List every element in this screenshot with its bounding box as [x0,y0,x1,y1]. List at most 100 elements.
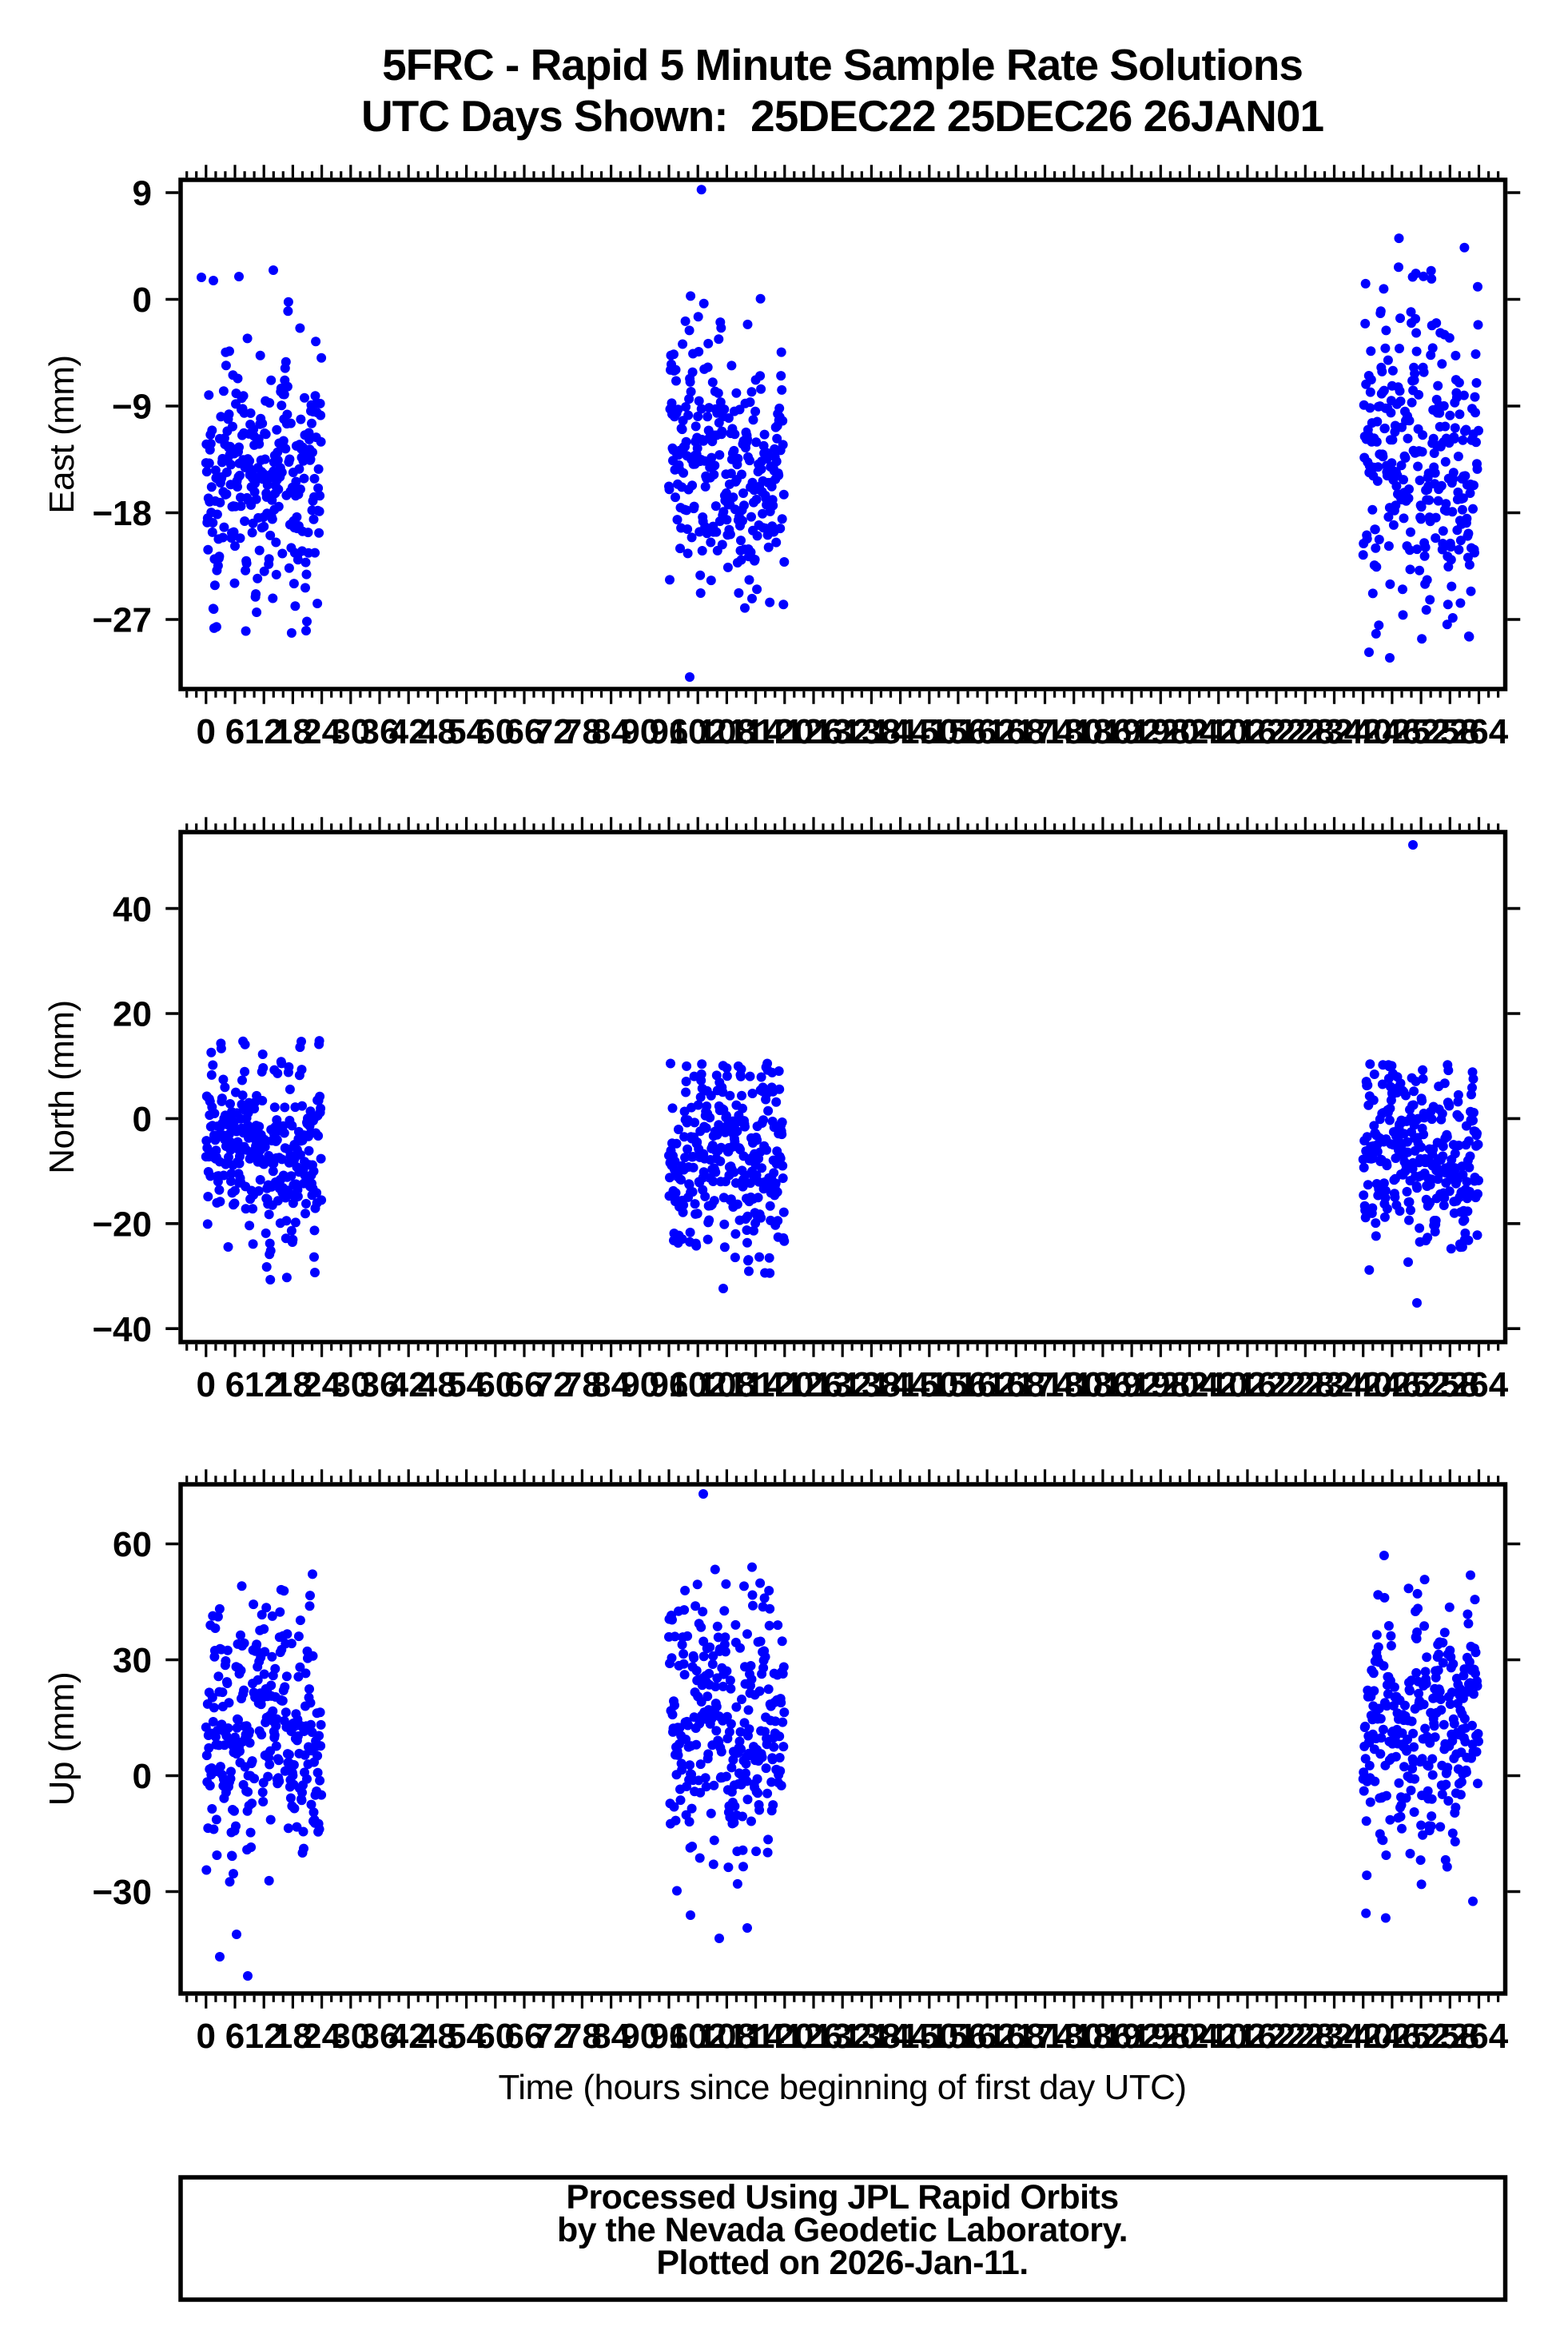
svg-text:−30: −30 [92,1873,152,1912]
svg-text:204: 204 [1160,2017,1220,2056]
svg-text:132: 132 [813,2017,871,2056]
svg-text:6: 6 [225,712,245,751]
svg-text:6: 6 [225,1365,245,1404]
svg-text:228: 228 [1276,1365,1335,1404]
svg-text:108: 108 [698,1365,756,1404]
svg-text:60: 60 [476,2017,515,2056]
svg-text:144: 144 [871,1365,930,1404]
svg-text:9: 9 [133,174,152,213]
svg-text:234: 234 [1305,1365,1364,1404]
svg-text:258: 258 [1421,2017,1479,2056]
svg-text:210: 210 [1189,1365,1248,1404]
svg-text:198: 198 [1132,712,1190,751]
svg-text:30: 30 [331,1365,370,1404]
svg-text:0: 0 [197,2017,216,2056]
svg-text:90: 90 [620,1365,659,1404]
svg-text:12: 12 [245,712,284,751]
svg-text:234: 234 [1305,2017,1364,2056]
svg-text:48: 48 [418,2017,457,2056]
svg-text:204: 204 [1160,1365,1220,1404]
svg-text:264: 264 [1450,1365,1509,1404]
svg-text:48: 48 [418,712,457,751]
svg-text:72: 72 [534,2017,573,2056]
svg-text:138: 138 [842,712,901,751]
svg-text:156: 156 [929,712,987,751]
svg-text:144: 144 [871,2017,930,2056]
svg-text:228: 228 [1276,2017,1335,2056]
svg-text:60: 60 [113,1525,152,1564]
svg-text:60: 60 [476,712,515,751]
svg-text:246: 246 [1363,712,1421,751]
svg-text:12: 12 [245,2017,284,2056]
svg-text:90: 90 [620,712,659,751]
svg-text:North (mm): North (mm) [42,1000,82,1173]
svg-text:108: 108 [698,712,756,751]
svg-text:24: 24 [302,2017,341,2056]
svg-text:Plotted on 2026-Jan-11.: Plotted on 2026-Jan-11. [656,2244,1028,2282]
svg-text:96: 96 [650,1365,689,1404]
svg-text:0: 0 [133,1100,152,1139]
svg-text:240: 240 [1334,2017,1392,2056]
svg-text:168: 168 [987,712,1045,751]
svg-text:162: 162 [957,712,1016,751]
svg-text:84: 84 [591,1365,631,1404]
svg-text:174: 174 [1016,2017,1075,2056]
svg-text:150: 150 [900,2017,958,2056]
svg-text:222: 222 [1247,2017,1305,2056]
svg-text:222: 222 [1247,1365,1305,1404]
svg-text:114: 114 [727,2017,785,2056]
svg-text:192: 192 [1102,1365,1160,1404]
svg-text:156: 156 [929,2017,987,2056]
svg-text:150: 150 [900,712,958,751]
svg-text:108: 108 [698,2017,756,2056]
svg-text:252: 252 [1391,2017,1450,2056]
svg-text:192: 192 [1102,2017,1160,2056]
svg-text:246: 246 [1363,1365,1421,1404]
svg-text:132: 132 [813,712,871,751]
svg-text:162: 162 [957,1365,1016,1404]
svg-text:198: 198 [1132,1365,1190,1404]
svg-text:90: 90 [620,2017,659,2056]
svg-text:84: 84 [591,2017,631,2056]
svg-text:24: 24 [302,1365,341,1404]
svg-text:210: 210 [1189,712,1248,751]
svg-text:42: 42 [389,712,428,751]
svg-text:240: 240 [1334,1365,1392,1404]
svg-text:54: 54 [447,1365,486,1404]
svg-text:252: 252 [1391,712,1450,751]
svg-text:120: 120 [755,1365,814,1404]
svg-text:186: 186 [1073,2017,1132,2056]
svg-text:18: 18 [273,2017,312,2056]
svg-text:180: 180 [1045,712,1103,751]
svg-text:114: 114 [727,712,785,751]
svg-text:222: 222 [1247,712,1305,751]
svg-text:East (mm): East (mm) [42,355,82,513]
svg-text:126: 126 [784,1365,842,1404]
svg-text:−27: −27 [92,601,152,640]
svg-text:102: 102 [668,712,726,751]
svg-text:54: 54 [447,2017,486,2056]
svg-text:72: 72 [534,712,573,751]
svg-text:204: 204 [1160,712,1220,751]
svg-text:234: 234 [1305,712,1364,751]
svg-text:258: 258 [1421,1365,1479,1404]
svg-text:216: 216 [1218,2017,1276,2056]
svg-text:−20: −20 [92,1205,152,1245]
svg-text:66: 66 [505,1365,544,1404]
svg-text:−9: −9 [112,388,152,427]
svg-text:174: 174 [1016,712,1075,751]
svg-text:54: 54 [447,712,486,751]
svg-text:216: 216 [1218,1365,1276,1404]
svg-text:78: 78 [563,2017,602,2056]
svg-text:216: 216 [1218,712,1276,751]
svg-text:258: 258 [1421,712,1479,751]
svg-text:126: 126 [784,2017,842,2056]
svg-text:78: 78 [563,1365,602,1404]
svg-text:114: 114 [727,1365,785,1404]
svg-text:24: 24 [302,712,341,751]
svg-text:66: 66 [505,712,544,751]
svg-text:Up (mm): Up (mm) [42,1672,82,1806]
svg-text:102: 102 [668,2017,726,2056]
svg-text:30: 30 [113,1641,152,1680]
svg-text:96: 96 [650,2017,689,2056]
